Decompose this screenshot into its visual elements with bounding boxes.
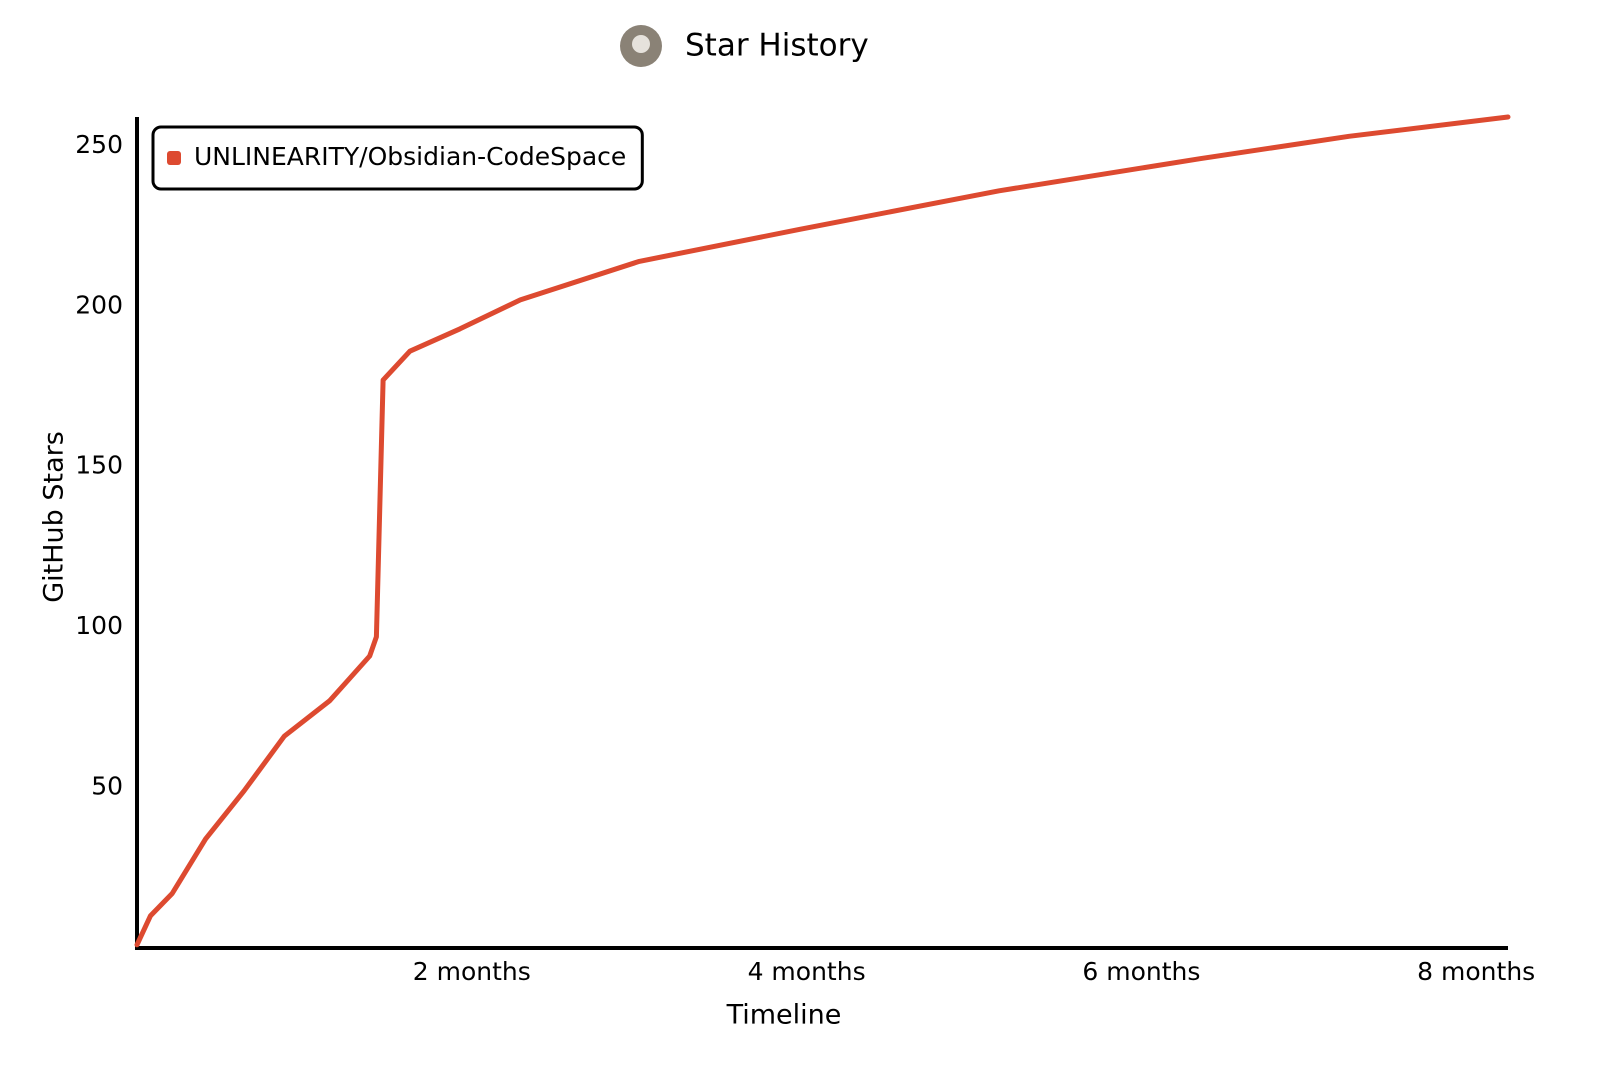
x-tick-label: 4 months: [748, 957, 866, 986]
legend-label: UNLINEARITY/Obsidian-CodeSpace: [194, 142, 626, 171]
line-series: [134, 114, 1511, 948]
x-tick-label: 6 months: [1082, 957, 1200, 986]
y-axis-label: GitHub Stars: [39, 431, 70, 603]
x-axis-label: Timeline: [726, 1000, 842, 1031]
x-tick-label: 8 months: [1417, 957, 1535, 986]
legend-swatch: [167, 151, 181, 165]
y-tick-label: 250: [75, 130, 123, 159]
y-tick-label: 100: [75, 611, 123, 640]
chart-title: Star History: [685, 28, 869, 64]
y-tick-label: 50: [91, 772, 123, 801]
legend-box: [151, 125, 644, 191]
x-tick-label: 2 months: [413, 957, 531, 986]
avatar-detail: [632, 35, 650, 53]
y-tick-label: 150: [75, 451, 123, 480]
y-tick-label: 200: [75, 290, 123, 319]
